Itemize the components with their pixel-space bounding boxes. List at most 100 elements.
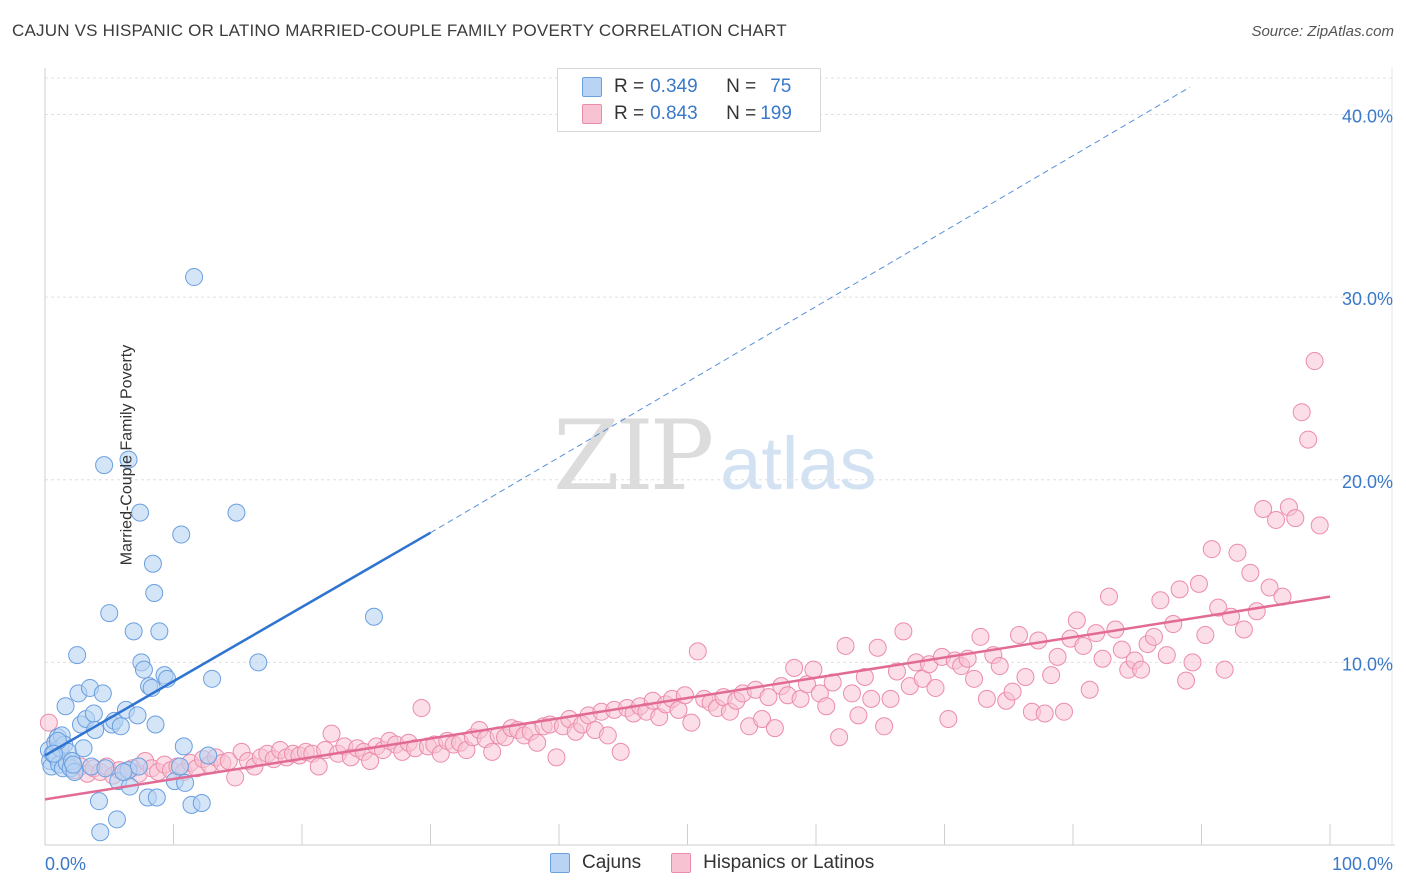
- cajun-point: [174, 737, 193, 756]
- cajun-point: [185, 268, 204, 287]
- cajun-point: [227, 503, 246, 522]
- cajun-point: [91, 823, 110, 842]
- hispanic-point: [1144, 627, 1163, 646]
- hispanic-point: [1067, 611, 1086, 630]
- hispanic-point: [1177, 671, 1196, 690]
- legend-r-value: 0.349: [650, 76, 698, 97]
- hispanic-point: [1035, 704, 1054, 723]
- legend-n-value: 199: [760, 103, 792, 124]
- hispanic-point: [688, 642, 707, 661]
- cajun-point: [96, 759, 115, 778]
- cajun-point: [146, 715, 165, 734]
- legend-row-cajuns: R = 0.349 N = 75: [582, 75, 791, 99]
- hispanic-point: [1209, 598, 1228, 617]
- cajun-point: [119, 450, 138, 469]
- cajun-point: [86, 720, 105, 739]
- x-tick-label: 100.0%: [1332, 854, 1393, 874]
- hispanic-point: [1189, 574, 1208, 593]
- hispanic-point: [1247, 602, 1266, 621]
- hispanic-point: [1170, 580, 1189, 599]
- cajun-point: [100, 604, 119, 623]
- cajun-trendline-extension: [430, 86, 1191, 534]
- hispanic-point: [1157, 646, 1176, 665]
- hispanic-point: [1016, 667, 1035, 686]
- cajun-point: [128, 706, 147, 725]
- y-tick-label: 20.0%: [1342, 472, 1393, 492]
- hispanic-point: [990, 657, 1009, 676]
- hispanic-point: [1260, 578, 1279, 597]
- hispanic-swatch: [671, 853, 692, 873]
- legend-label-hispanics: Hispanics or Latinos: [703, 852, 875, 873]
- hispanic-point: [855, 667, 874, 686]
- hispanic-point: [868, 638, 887, 657]
- hispanic-point: [1299, 430, 1318, 449]
- hispanic-point: [1292, 403, 1311, 422]
- hispanic-point: [322, 724, 341, 743]
- cajun-point: [107, 810, 126, 829]
- hispanic-point: [1132, 660, 1151, 679]
- cajun-point: [249, 653, 268, 672]
- cajun-point: [203, 669, 222, 688]
- hispanic-point: [836, 636, 855, 655]
- hispanic-point: [1305, 352, 1324, 371]
- hispanic-point: [483, 742, 502, 761]
- hispanic-point: [1074, 636, 1093, 655]
- legend-r-label: R =: [614, 76, 645, 97]
- source-credit: Source: ZipAtlas.com: [1251, 23, 1394, 40]
- hispanic-point: [528, 733, 547, 752]
- hispanic-point: [1202, 540, 1221, 559]
- hispanic-point: [675, 686, 694, 705]
- cajun-point: [145, 583, 164, 602]
- hispanic-point: [1241, 563, 1260, 582]
- cajun-point: [170, 757, 189, 776]
- legend-n-label: N =: [726, 103, 757, 124]
- hispanic-point: [759, 688, 778, 707]
- chart-title: CAJUN VS HISPANIC OR LATINO MARRIED-COUP…: [12, 21, 787, 40]
- hispanic-point: [1055, 702, 1074, 721]
- y-tick-label: 30.0%: [1342, 289, 1393, 309]
- cajun-point: [56, 697, 75, 716]
- cajun-point: [131, 503, 150, 522]
- y-tick-label: 10.0%: [1342, 654, 1393, 674]
- hispanic-point: [842, 684, 861, 703]
- hispanic-point: [875, 717, 894, 736]
- hispanic-point: [1286, 509, 1305, 528]
- series-legend: Cajuns Hispanics or Latinos: [550, 852, 904, 874]
- cajun-point: [93, 684, 112, 703]
- cajun-point: [143, 554, 162, 573]
- legend-label-cajuns: Cajuns: [582, 852, 642, 873]
- y-axis-label: Married-Couple Family Poverty: [118, 344, 136, 566]
- hispanic-point: [1254, 499, 1273, 518]
- stats-legend: R = 0.349 N = 75 R = 0.843 N = 199: [557, 68, 821, 132]
- cajun-point: [74, 739, 93, 758]
- hispanic-point: [1164, 615, 1183, 634]
- cajun-point: [199, 746, 218, 765]
- legend-item-hispanics[interactable]: Hispanics or Latinos: [671, 852, 874, 874]
- cajun-point: [114, 762, 133, 781]
- cajun-point: [129, 757, 148, 776]
- hispanic-swatch: [582, 104, 602, 124]
- x-tick-label: 0.0%: [45, 854, 86, 874]
- hispanic-point: [682, 713, 701, 732]
- hispanic-point: [862, 689, 881, 708]
- cajun-point: [150, 622, 169, 641]
- hispanic-point: [849, 706, 868, 725]
- cajun-point: [192, 793, 211, 812]
- legend-item-cajuns[interactable]: Cajuns: [550, 852, 641, 874]
- y-tick-label: 40.0%: [1342, 107, 1393, 127]
- cajun-point: [68, 646, 87, 665]
- hispanic-point: [1003, 682, 1022, 701]
- hispanic-point: [753, 709, 772, 728]
- hispanic-point: [830, 728, 849, 747]
- hispanic-point: [309, 757, 328, 776]
- cajun-point: [147, 788, 166, 807]
- cajun-point: [44, 744, 63, 763]
- hispanic-point: [817, 697, 836, 716]
- hispanic-point: [1267, 510, 1286, 529]
- hispanic-point: [926, 678, 945, 697]
- legend-r-label: R =: [614, 103, 645, 124]
- hispanic-point: [887, 662, 906, 681]
- hispanic-point: [939, 709, 958, 728]
- cajun-point: [89, 792, 108, 811]
